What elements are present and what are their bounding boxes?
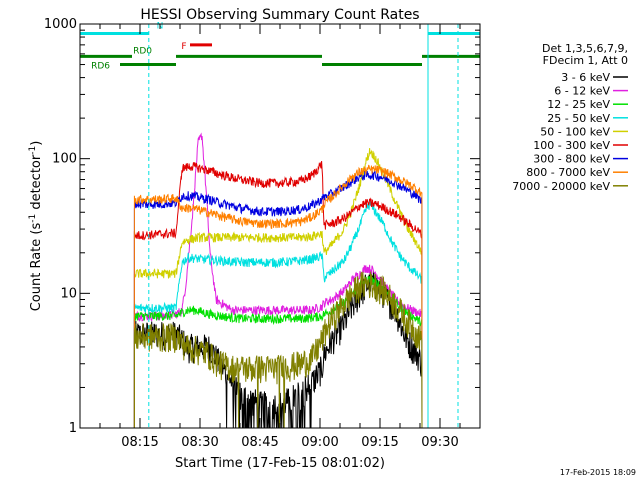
x-tick-label: 08:30: [181, 435, 218, 450]
flag-label-f: F: [181, 42, 186, 52]
y-axis-label: Count Rate (s-1 detector-1): [28, 141, 44, 312]
y-axis-label-sup1: -1: [28, 214, 38, 223]
y-tick-label: 1000: [44, 17, 77, 32]
timestamp: 17-Feb-2015 18:09: [560, 468, 636, 477]
x-tick-label: 08:15: [121, 435, 158, 450]
y-axis-label-sup2: -1: [28, 146, 38, 155]
x-tick-label: 09:30: [421, 435, 458, 450]
legend-label-300-800-kev: 300 - 800 keV: [533, 153, 610, 166]
y-axis-label-mid: detector: [29, 154, 44, 214]
legend-label-25-50-kev: 25 - 50 keV: [547, 112, 610, 125]
legend-label-800-7000-kev: 800 - 7000 keV: [526, 166, 610, 179]
series-300-800-kev: [133, 169, 423, 429]
legend-header-2: FDecim 1, Att 0: [543, 54, 628, 67]
legend-label-7000-20000-kev: 7000 - 20000 keV: [512, 180, 610, 193]
legend-label-100-300-kev: 100 - 300 keV: [533, 139, 610, 152]
legend-label-50-100-kev: 50 - 100 keV: [540, 125, 610, 138]
series-50-100-kev: [133, 148, 423, 429]
flag-layer: NFRD0RD6: [80, 22, 480, 72]
series-25-50-kev: [133, 199, 423, 429]
x-axis-label: Start Time (17-Feb-15 08:01:02): [175, 456, 385, 471]
y-axis-label-main: Count Rate (s: [29, 223, 44, 312]
legend: Det 1,3,5,6,7,9, FDecim 1, Att 0 3 - 6 k…: [512, 42, 628, 193]
series-7000-20000-kev: [133, 271, 423, 429]
legend-label-6-12-kev: 6 - 12 keV: [554, 85, 610, 98]
x-tick-label: 09:15: [361, 435, 398, 450]
flag-label-rd0: RD0: [133, 46, 152, 56]
y-axis-label-end: ): [29, 141, 44, 146]
legend-header-1: Det 1,3,5,6,7,9,: [542, 42, 628, 55]
x-tick-label: 09:00: [301, 435, 338, 450]
y-tick-label: 10: [60, 286, 77, 301]
plot-area: NFRD0RD6 110100100008:1508:3008:4509:000…: [44, 17, 481, 450]
series-800-7000-kev: [133, 164, 423, 429]
chart-title: HESSI Observing Summary Count Rates: [140, 7, 419, 23]
axis-layer: 1 10 100 1000 08:15 08:30 08:45 09:00 09:15 09:30: [44, 17, 480, 450]
flag-label-rd6: RD6: [91, 62, 110, 72]
series-12-25-kev: [133, 275, 423, 429]
series-layer: [133, 132, 423, 429]
series-6-12-kev: [133, 132, 423, 429]
x-tick-label: 08:45: [241, 435, 278, 450]
y-tick-label: 100: [52, 152, 77, 167]
y-tick-label: 1: [69, 421, 77, 436]
series-100-300-kev: [133, 160, 423, 429]
legend-label-3-6-kev: 3 - 6 keV: [561, 71, 610, 84]
legend-label-12-25-kev: 12 - 25 keV: [547, 98, 610, 111]
